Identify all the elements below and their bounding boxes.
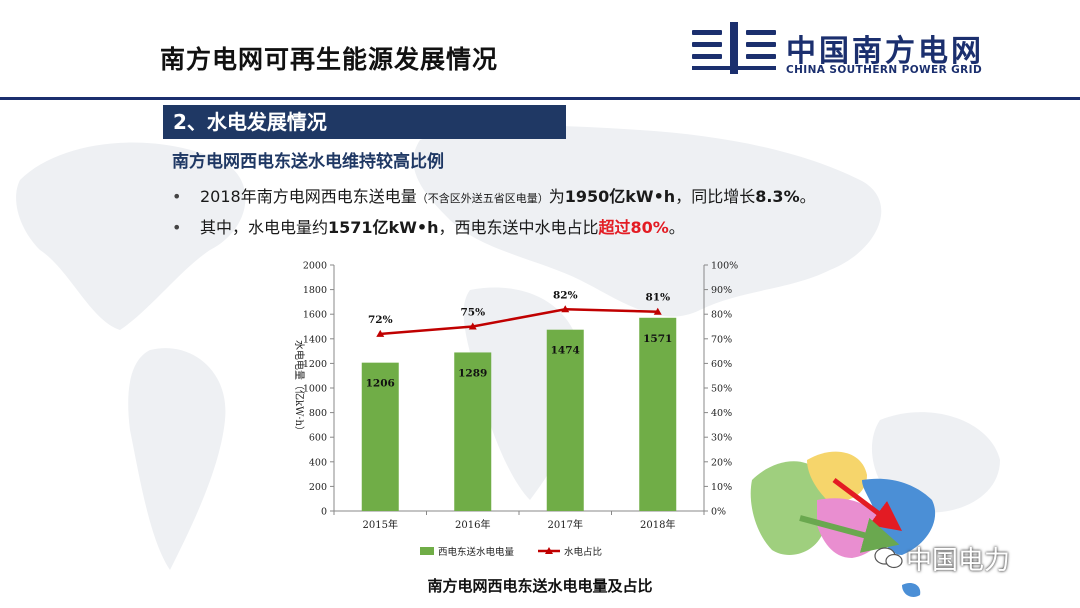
line-series-path — [380, 308, 658, 336]
hydro-power-chart: 0 200 400 600 800 1000 1200 1400 1600 1800 2000 0% 1… — [293, 261, 738, 559]
y2-tick-label: 60% — [711, 359, 732, 370]
line-data-label: 75% — [460, 307, 485, 319]
y2-tick-label: 90% — [711, 285, 732, 296]
bullet-highlight-value: 1571亿kW•h — [328, 218, 439, 237]
bar — [639, 317, 677, 511]
chart-caption: 南方电网西电东送水电电量及占比 — [427, 577, 653, 595]
grid-logo-icon — [692, 22, 776, 74]
watermark-text: 中国电力 — [906, 546, 1011, 576]
header-divider — [0, 97, 1080, 100]
southern-grid-region-map — [750, 451, 936, 597]
bullet-text: ，西电东送中水电占比 — [438, 218, 599, 237]
slide-header: 南方电网可再生能源发展情况 中国南方电网 CHINA SOUTHERN POWE… — [0, 0, 1080, 100]
logo-english-name: CHINA SOUTHERN POWER GRID — [786, 64, 983, 76]
bullet-text: 为 — [548, 187, 565, 206]
x-tick-label: 2016年 — [455, 518, 490, 531]
y-tick-label: 1600 — [303, 310, 327, 321]
bullet-text: 2018年南方电网西电东送电量 — [200, 187, 417, 206]
bar — [546, 329, 584, 511]
bullet-red-highlight: 超过80% — [598, 218, 669, 237]
y-tick-label: 800 — [309, 408, 327, 419]
y2-tick-label: 70% — [711, 334, 732, 345]
y2-tick-label: 10% — [711, 482, 732, 493]
line-data-label: 72% — [368, 314, 393, 326]
y-tick-label: 0 — [321, 507, 327, 518]
bullet-item-1: • 2018年南方电网西电东送电量（不含区外送五省区电量）为1950亿kW•h，同… — [172, 183, 816, 207]
legend-label: 水电占比 — [564, 546, 602, 558]
section-subheading: 南方电网西电东送水电维持较高比例 — [172, 152, 444, 172]
line-data-label: 82% — [553, 289, 578, 301]
bar-data-label: 1206 — [366, 378, 395, 390]
y-tick-label: 400 — [309, 457, 327, 468]
line-point — [376, 329, 385, 337]
y2-tick-label: 30% — [711, 433, 732, 444]
bullet-dot: • — [172, 218, 182, 237]
y-tick-label: 1200 — [303, 359, 327, 370]
bullet-item-2: • 其中，水电电量约1571亿kW•h，西电东送中水电占比超过80%。 — [172, 214, 685, 238]
legend-label: 西电东送水电电量 — [438, 546, 515, 558]
bar-data-label: 1571 — [643, 333, 672, 345]
y-axis-label: 水电电量（亿kW·h） — [293, 340, 306, 436]
line-point — [561, 305, 570, 313]
bullet-text: 。 — [668, 218, 685, 237]
bullet-text: 。 — [799, 187, 816, 206]
bar — [454, 352, 492, 511]
y2-tick-label: 50% — [711, 384, 732, 395]
slide-title: 南方电网可再生能源发展情况 — [160, 45, 499, 74]
legend-swatch-marker — [545, 547, 553, 554]
y-tick-label: 600 — [309, 433, 327, 444]
bullet-dot: • — [172, 187, 182, 206]
legend-swatch-bar — [420, 547, 434, 555]
wechat-icon — [874, 547, 903, 569]
y-tick-label: 200 — [309, 482, 327, 493]
line-point — [468, 322, 477, 330]
y-tick-label: 1000 — [303, 384, 327, 395]
bar-data-label: 1474 — [551, 345, 580, 357]
bullet-text: ，同比增长 — [675, 187, 756, 206]
bar — [361, 362, 399, 511]
y-tick-label: 1800 — [303, 285, 327, 296]
y2-tick-label: 80% — [711, 310, 732, 321]
y-tick-label: 1400 — [303, 334, 327, 345]
x-tick-label: 2015年 — [363, 518, 398, 531]
bar-data-label: 1289 — [458, 367, 487, 379]
y2-tick-label: 0% — [711, 507, 726, 518]
section-title-bar: 2、水电发展情况 — [163, 105, 566, 139]
line-point — [653, 307, 662, 315]
bullet-text: 其中，水电电量约 — [200, 218, 329, 237]
logo-chinese-name: 中国南方电网 — [786, 34, 984, 69]
y2-tick-label: 40% — [711, 408, 732, 419]
company-logo: 中国南方电网 CHINA SOUTHERN POWER GRID — [692, 22, 1032, 76]
bullet-highlight-value: 8.3% — [755, 187, 800, 206]
y-tick-label: 2000 — [303, 261, 327, 272]
x-tick-label: 2018年 — [640, 518, 675, 531]
bullet-highlight-value: 1950亿kW•h — [564, 187, 676, 206]
x-tick-label: 2017年 — [548, 518, 583, 531]
y2-tick-label: 100% — [711, 261, 738, 272]
line-data-label: 81% — [645, 292, 670, 304]
bullet-note: （不含区外送五省区电量） — [416, 192, 549, 205]
y2-tick-label: 20% — [711, 457, 732, 468]
